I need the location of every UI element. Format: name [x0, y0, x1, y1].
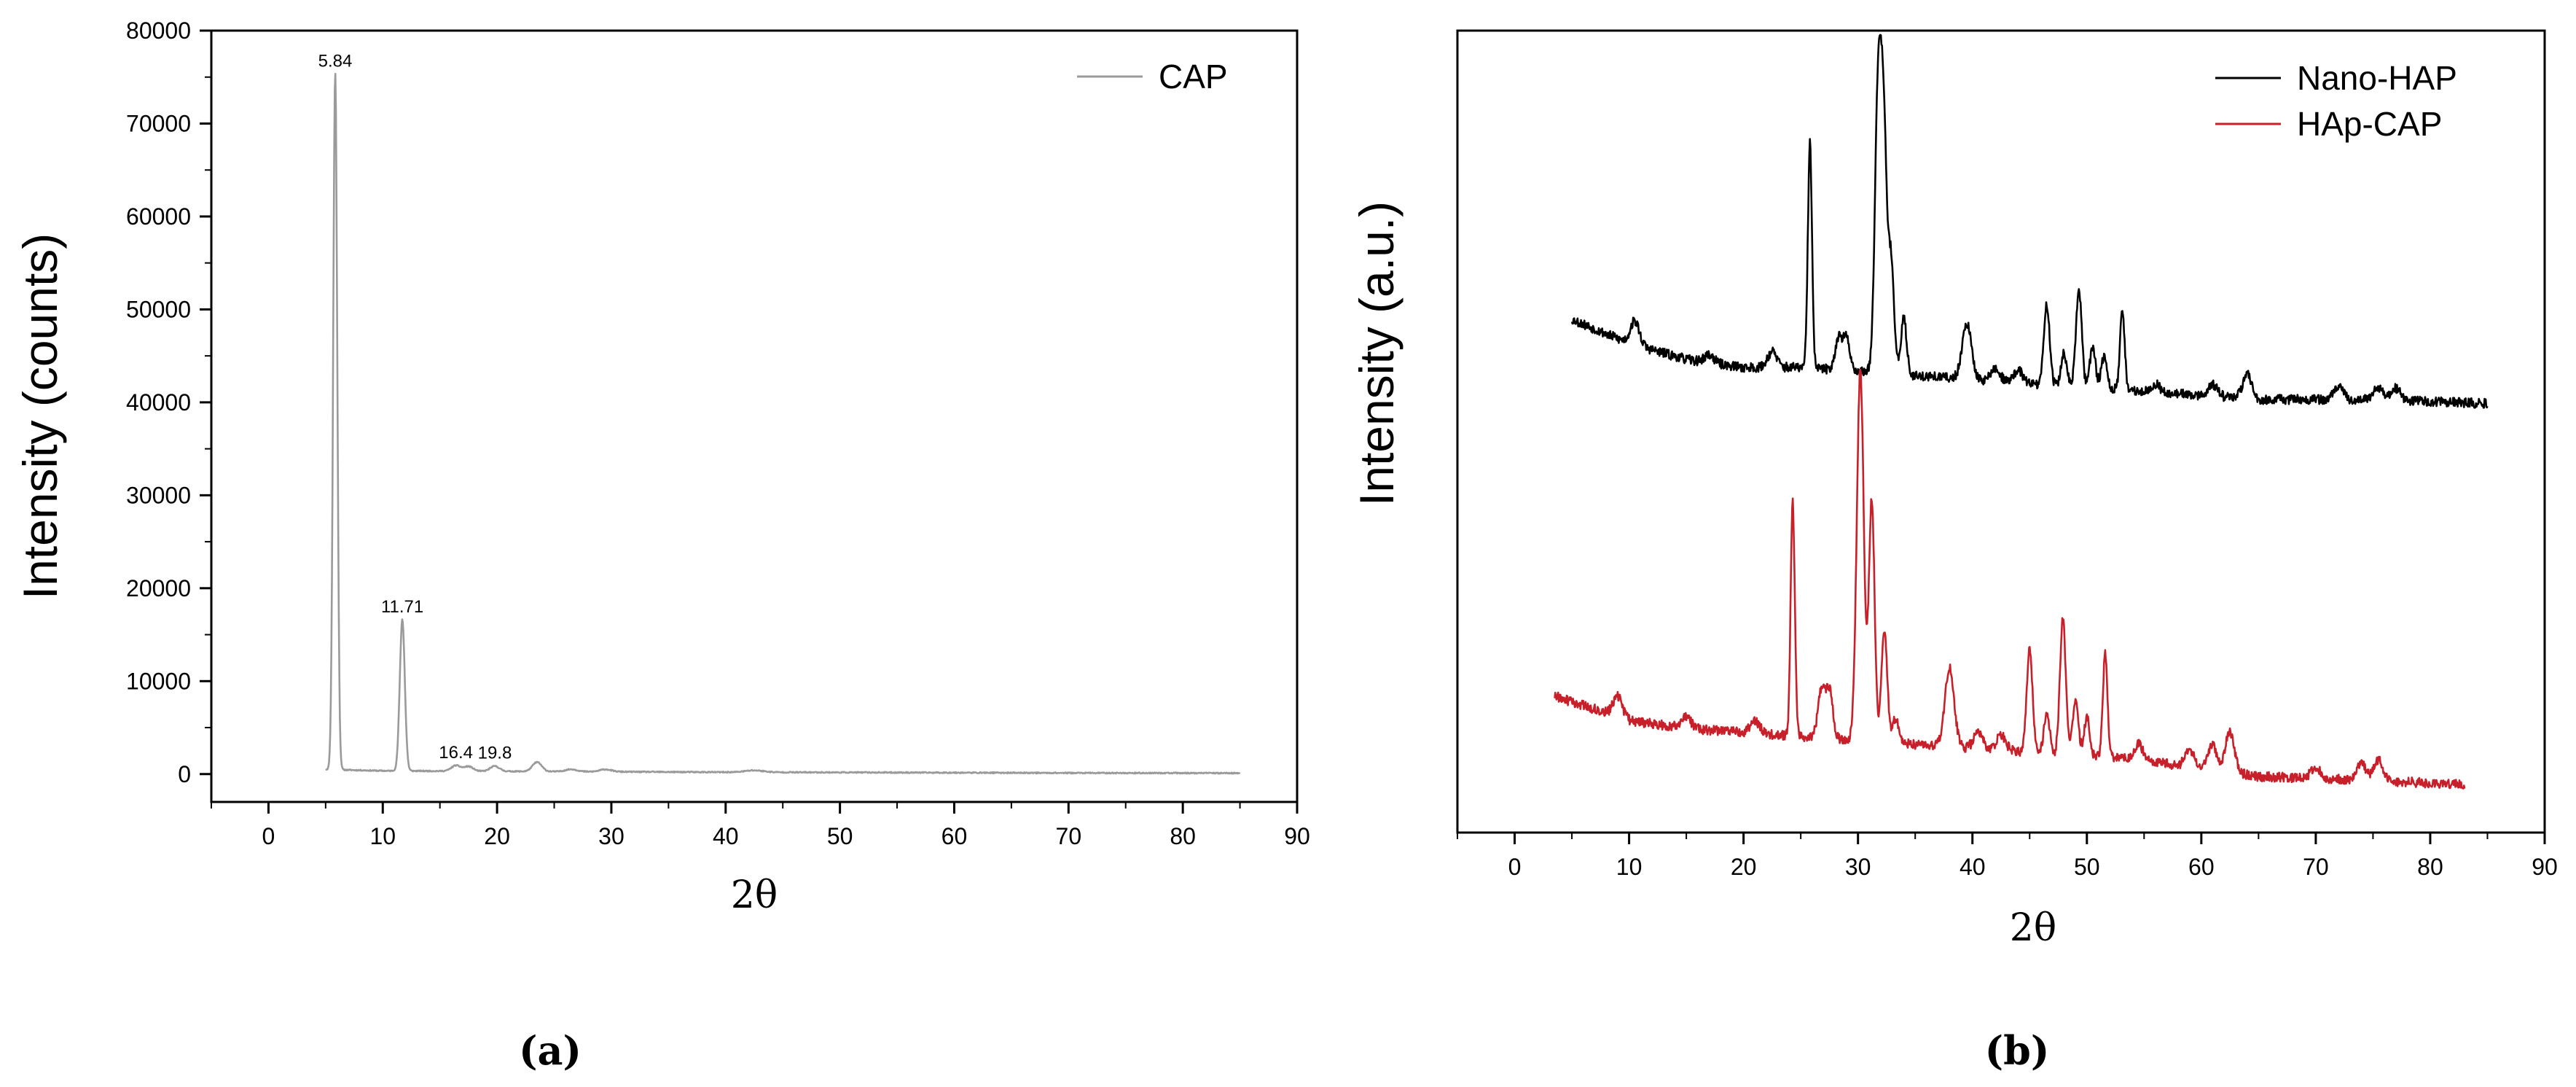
series-line-hap-cap — [1554, 368, 2466, 790]
series-line-nano-hap — [1570, 34, 2489, 409]
legend-label-hap-cap: HAp-CAP — [2297, 105, 2442, 143]
peak-label: 16.4 — [439, 743, 473, 763]
panel-b-label: (b) — [1985, 1027, 2050, 1074]
y-tick-label: 0 — [178, 761, 191, 787]
panel-b-x-ticks: 0 10 20 30 40 50 60 70 80 90 — [1457, 833, 2558, 880]
x-tick-label: 20 — [1731, 854, 1757, 880]
y-tick-label: 60000 — [126, 203, 191, 230]
y-tick-label: 30000 — [126, 482, 191, 508]
peak-label: 11.71 — [381, 597, 423, 617]
panel-a-x-ticks: 0 10 20 30 40 50 60 70 80 90 — [211, 802, 1310, 849]
panel-b-x-axis-title: 2θ — [2010, 906, 2056, 950]
x-tick-label: 30 — [598, 823, 625, 849]
peak-label: 19.8 — [478, 744, 512, 763]
panel-b-legend: Nano-HAP HAp-CAP — [2215, 59, 2457, 143]
y-tick-label: 20000 — [126, 575, 191, 601]
x-tick-label: 80 — [1170, 823, 1196, 849]
y-tick-label: 80000 — [126, 17, 191, 44]
x-tick-label: 70 — [2303, 854, 2329, 880]
peak-label: 5.84 — [318, 52, 353, 71]
panel-b-y-axis-title: Intensity (a.u.) — [1350, 201, 1404, 506]
x-tick-label: 0 — [1508, 854, 1522, 880]
x-tick-label: 70 — [1056, 823, 1082, 849]
x-tick-label: 0 — [262, 823, 275, 849]
x-tick-label: 20 — [484, 823, 510, 849]
y-tick-label: 40000 — [126, 389, 191, 416]
panel-b-chart: 0 10 20 30 40 50 60 70 80 90 Nano-HAP HAp-CAP 2θ … — [1350, 29, 2558, 1074]
panel-a-label: (a) — [519, 1027, 582, 1074]
x-tick-label: 10 — [1616, 854, 1643, 880]
panel-a-x-axis-title: 2θ — [731, 873, 778, 917]
panel-a-legend: CAP — [1077, 58, 1228, 96]
x-tick-label: 90 — [1284, 823, 1310, 849]
x-tick-label: 50 — [827, 823, 853, 849]
x-tick-label: 30 — [1845, 854, 1871, 880]
panel-a-chart: 0 10 20 30 40 50 60 70 80 90 0 10000 20000 30000 4000… — [13, 17, 1310, 1074]
panel-a-series — [325, 72, 1241, 775]
panel-b-plot-frame — [1456, 29, 2546, 834]
x-tick-label: 40 — [713, 823, 739, 849]
legend-label-nano-hap: Nano-HAP — [2297, 59, 2457, 97]
x-tick-label: 10 — [369, 823, 396, 849]
panel-a-plot-frame — [210, 29, 1299, 803]
panel-a-y-axis-title: Intensity (counts) — [13, 233, 67, 600]
series-line-cap — [325, 72, 1241, 775]
x-tick-label: 90 — [2532, 854, 2558, 880]
y-tick-label: 70000 — [126, 110, 191, 136]
x-tick-label: 80 — [2417, 854, 2443, 880]
x-tick-label: 50 — [2074, 854, 2100, 880]
x-tick-label: 60 — [941, 823, 968, 849]
panel-a-y-ticks: 0 10000 20000 30000 40000 50000 60000 70000 8000… — [126, 17, 211, 787]
y-tick-label: 50000 — [126, 296, 191, 322]
legend-label-cap: CAP — [1159, 58, 1228, 96]
x-tick-label: 60 — [2188, 854, 2215, 880]
panel-a-peak-labels: 5.84 11.71 16.4 19.8 — [318, 52, 512, 763]
x-tick-label: 40 — [1960, 854, 1986, 880]
y-tick-label: 10000 — [126, 668, 191, 694]
panel-b-series — [1554, 34, 2489, 790]
